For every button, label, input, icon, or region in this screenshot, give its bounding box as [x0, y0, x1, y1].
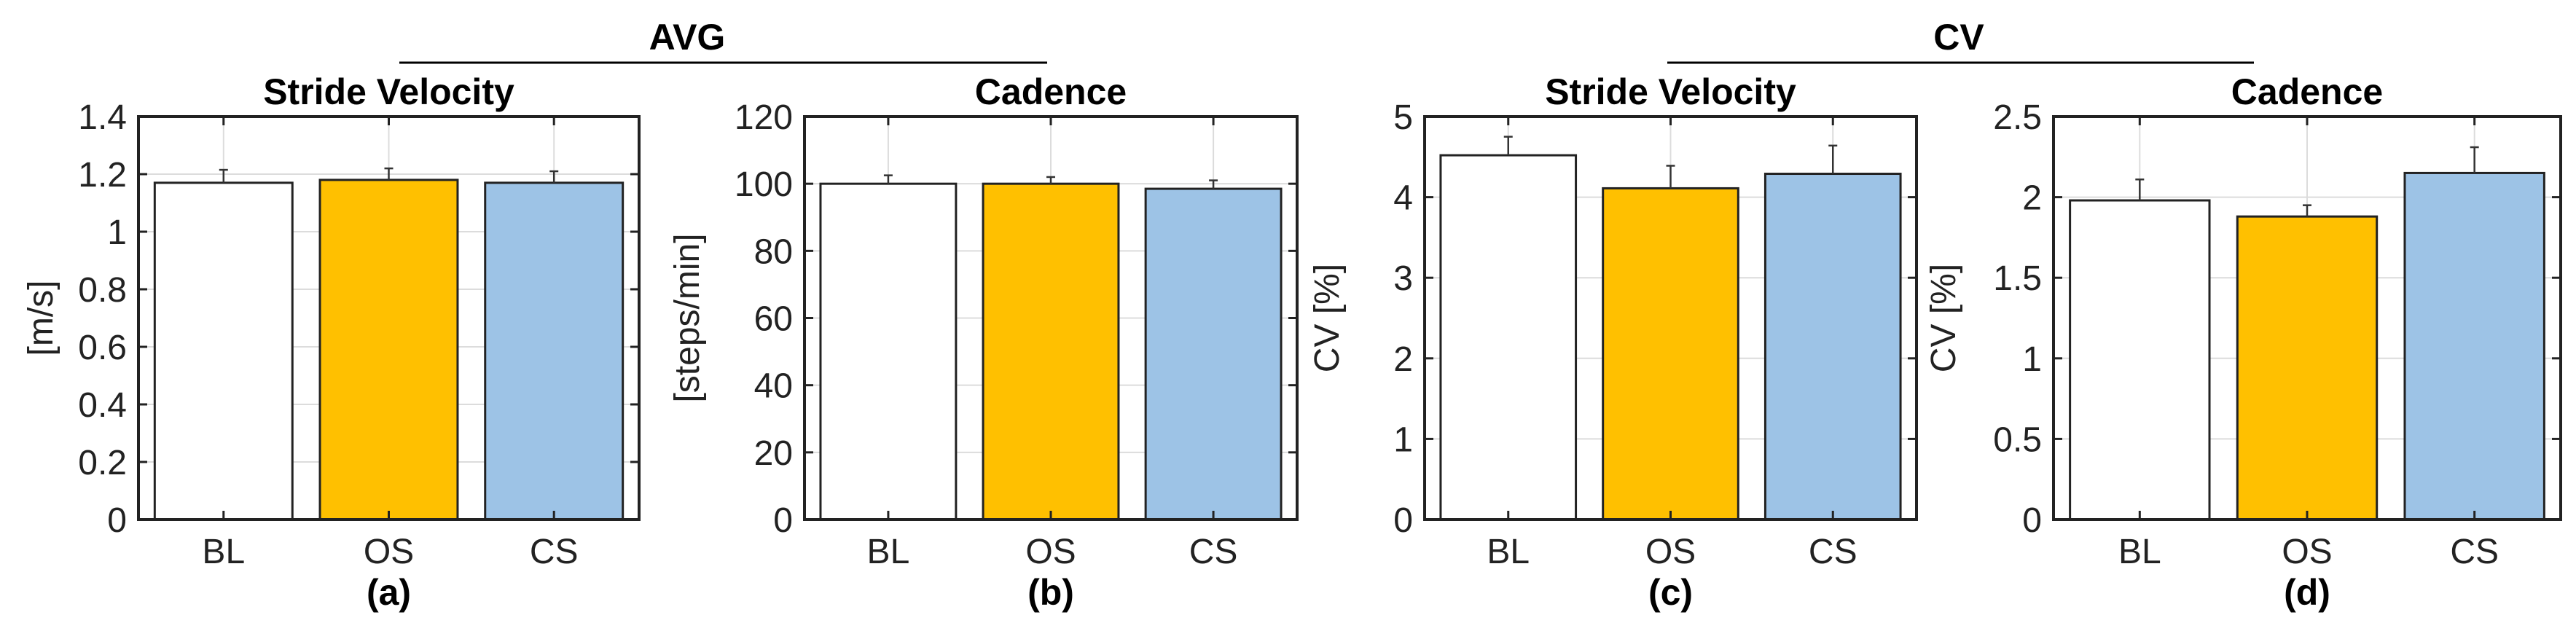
error-bar-bl [883, 174, 893, 184]
y-tick-label: 2 [2022, 179, 2042, 218]
x-tick-label-cs: CS [1189, 533, 1238, 571]
y-tick-label: 0 [107, 501, 127, 540]
chart-panels: 0 0.2 0.4 0.6 0.8 1 1.2 1.4 BL OS CS Stride Velocit… [22, 71, 2562, 613]
y-tick-label: 40 [754, 367, 793, 406]
y-tick-label: 1 [2022, 340, 2042, 379]
y-tick-label: 0.6 [78, 329, 127, 367]
bar-os [318, 179, 459, 521]
y-tick-label: 4 [1393, 179, 1413, 218]
y-axis-label: [m/s] [22, 281, 60, 356]
bar-bl [1439, 154, 1578, 521]
error-bar-cs [1209, 179, 1218, 189]
y-axis-label: [steps/min] [668, 233, 707, 402]
bar-cs [2403, 171, 2545, 521]
y-tick-label: 0.5 [1993, 420, 2042, 459]
error-bar-os [2303, 204, 2311, 217]
y-tick-label: 2 [1393, 340, 1413, 379]
y-tick-label: 1.4 [78, 98, 127, 137]
y-tick-label: 100 [735, 165, 793, 204]
y-tick-label: 0 [773, 501, 793, 540]
bar-cs [484, 181, 625, 521]
bar-os [982, 182, 1120, 521]
bar-bl [153, 181, 294, 521]
x-tick-label-os: OS [2282, 533, 2332, 571]
x-tick-label-bl: BL [2118, 533, 2161, 571]
y-tick-label: 60 [754, 300, 793, 339]
panel-caption: (b) [1027, 572, 1074, 613]
error-bar-cs [1828, 144, 1838, 174]
y-tick-label: 0.8 [78, 271, 127, 310]
group-title-avg: AVG [649, 17, 726, 58]
error-bar-os [1046, 176, 1055, 184]
bar-os [2236, 215, 2379, 521]
bar-bl [819, 182, 958, 521]
y-tick-label: 3 [1393, 259, 1413, 298]
error-bar-cs [549, 170, 559, 183]
y-tick-label: 80 [754, 232, 793, 271]
y-tick-label: 0 [2022, 501, 2042, 540]
error-bar-bl [1503, 136, 1513, 156]
group-title-cv: CV [1933, 17, 1984, 58]
panel-title: Cadence [975, 71, 1127, 112]
error-bar-bl [219, 168, 228, 183]
panel-title: Stride Velocity [1545, 71, 1796, 112]
error-bar-os [1666, 165, 1675, 189]
y-tick-label: 1.2 [78, 156, 127, 195]
x-tick-label-os: OS [1025, 533, 1076, 571]
bar-cs [1144, 187, 1283, 521]
y-tick-label: 1 [1393, 420, 1413, 459]
y-tick-label: 0.4 [78, 386, 127, 425]
y-tick-label: 20 [754, 434, 793, 473]
bar-cs [1763, 173, 1902, 521]
y-tick-label: 0.2 [78, 444, 127, 482]
x-tick-label-bl: BL [202, 533, 245, 571]
y-tick-label: 5 [1393, 98, 1413, 137]
bar-os [1602, 187, 1739, 521]
y-tick-label: 1 [107, 213, 127, 252]
chart-panel-3: 0 1 2 3 4 5 BL OS CS Stride Velocity CV [%] (c) [1308, 71, 1918, 613]
x-tick-label-bl: BL [867, 533, 910, 571]
x-tick-label-cs: CS [1809, 533, 1857, 571]
x-tick-label-os: OS [364, 533, 414, 571]
y-tick-label: 0 [1393, 501, 1413, 540]
error-bar-cs [2470, 146, 2479, 173]
x-tick-label-bl: BL [1487, 533, 1530, 571]
chart-panel-1: 0 0.2 0.4 0.6 0.8 1 1.2 1.4 BL OS CS Stride Velocit… [22, 71, 641, 613]
panel-title: Stride Velocity [263, 71, 514, 112]
panel-caption: (a) [367, 572, 411, 613]
bar-bl [2069, 199, 2211, 521]
y-axis-label: CV [%] [1308, 264, 1347, 372]
y-tick-label: 1.5 [1993, 259, 2042, 298]
y-tick-label: 120 [735, 98, 793, 137]
error-bar-bl [2135, 179, 2145, 201]
chart-panel-4: 0 0.5 1 1.5 2 2.5 BL OS CS Cadence CV [%] (d) [1925, 71, 2562, 613]
panel-caption: (d) [2284, 572, 2330, 613]
chart-panel-2: 0 20 40 60 80 100 120 BL OS CS Cadence [steps/min] (… [668, 71, 1299, 613]
x-tick-label-cs: CS [2450, 533, 2499, 571]
panel-title: Cadence [2231, 71, 2383, 112]
y-axis-label: CV [%] [1925, 264, 1963, 372]
x-tick-label-os: OS [1645, 533, 1696, 571]
x-tick-label-cs: CS [530, 533, 579, 571]
panel-caption: (c) [1648, 572, 1693, 613]
y-tick-label: 2.5 [1993, 98, 2042, 137]
error-bar-os [384, 167, 394, 180]
